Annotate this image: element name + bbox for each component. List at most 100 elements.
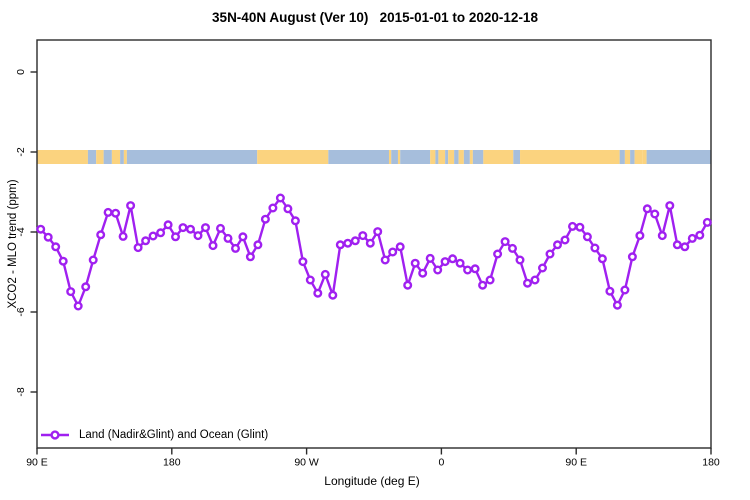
legend: Land (Nadir&Glint) and Ocean (Glint) <box>40 427 268 443</box>
legend-label: Land (Nadir&Glint) and Ocean (Glint) <box>79 429 269 441</box>
data-point <box>260 214 270 224</box>
data-point <box>380 255 390 265</box>
data-point <box>178 223 188 233</box>
band-segment-land <box>469 150 473 164</box>
data-point <box>695 230 705 240</box>
data-point <box>350 236 360 246</box>
band-segment-land <box>111 150 121 164</box>
band-segment-land <box>438 150 446 164</box>
data-point <box>305 275 315 285</box>
data-point <box>560 235 570 245</box>
data-point <box>343 238 353 248</box>
data-point <box>523 278 533 288</box>
band-segment-ocean <box>103 150 112 164</box>
band-segment-ocean <box>400 150 431 164</box>
band-segment-land <box>642 150 647 164</box>
band-segment-ocean <box>472 150 484 164</box>
data-point <box>440 257 450 267</box>
band-segment-ocean <box>435 150 439 164</box>
band-segment-ocean <box>646 150 711 164</box>
data-point <box>208 241 218 251</box>
data-point <box>51 242 61 252</box>
data-point <box>590 243 600 253</box>
data-point <box>597 254 607 264</box>
data-point <box>433 265 443 275</box>
x-tick-label: 90 W <box>294 457 319 469</box>
band-segment-land <box>520 150 620 164</box>
data-point <box>313 288 323 298</box>
data-point <box>657 231 667 241</box>
data-point <box>141 236 151 246</box>
data-point <box>163 220 173 230</box>
legend-marker-icon <box>41 430 69 440</box>
y-tick-label: -2 <box>15 147 27 156</box>
band-segment-ocean <box>619 150 625 164</box>
band-segment-ocean <box>391 150 398 164</box>
data-point <box>478 280 488 290</box>
data-point <box>88 255 98 265</box>
data-point <box>493 249 503 259</box>
data-point <box>672 240 682 250</box>
data-point <box>500 237 510 247</box>
data-point <box>642 204 652 214</box>
data-point <box>96 230 106 240</box>
data-point <box>268 203 278 213</box>
band-segment-ocean <box>87 150 97 164</box>
data-point <box>320 269 330 279</box>
data-point <box>275 193 285 203</box>
y-tick-label: 0 <box>15 69 27 75</box>
data-point <box>418 268 428 278</box>
band-segment-ocean <box>126 150 258 164</box>
data-point <box>687 233 697 243</box>
data-point <box>238 232 248 242</box>
data-point <box>553 240 563 250</box>
data-point <box>538 263 548 273</box>
data-point <box>605 286 615 296</box>
data-point <box>253 240 263 250</box>
data-point <box>545 249 555 259</box>
data-point <box>470 264 480 274</box>
x-tick-label: 0 <box>438 457 444 469</box>
x-tick-label: 90 E <box>26 457 48 469</box>
data-point <box>358 231 368 241</box>
data-point <box>170 232 180 242</box>
data-point <box>335 240 345 250</box>
data-point <box>290 216 300 226</box>
band-segment-land <box>257 150 329 164</box>
band-segment-land <box>624 150 631 164</box>
data-point <box>635 231 645 241</box>
data-point <box>73 301 83 311</box>
y-tick-label: -4 <box>15 227 27 236</box>
data-point <box>680 242 690 252</box>
data-point <box>66 287 76 297</box>
data-point <box>403 280 413 290</box>
data-point <box>185 224 195 234</box>
band-segment-land <box>458 150 464 164</box>
band-segment-land <box>96 150 104 164</box>
band-segment-land <box>634 150 643 164</box>
data-point <box>126 201 136 211</box>
band-segment-ocean <box>513 150 521 164</box>
data-point <box>627 252 637 262</box>
data-point <box>283 204 293 214</box>
band-segment-land <box>483 150 514 164</box>
data-point <box>515 255 525 265</box>
data-point <box>133 243 143 253</box>
data-point <box>200 223 210 233</box>
data-point <box>81 282 91 292</box>
data-point <box>103 207 113 217</box>
data-point <box>36 224 46 234</box>
x-tick-label: 90 E <box>565 457 587 469</box>
data-point <box>620 285 630 295</box>
data-point <box>410 258 420 268</box>
data-point <box>568 221 578 231</box>
data-point <box>665 201 675 211</box>
band-segment-ocean <box>463 150 470 164</box>
data-point <box>156 228 166 238</box>
data-point <box>395 242 405 252</box>
data-point <box>223 233 233 243</box>
data-point <box>365 238 375 248</box>
data-point <box>230 243 240 253</box>
data-point <box>245 252 255 262</box>
data-point <box>463 265 473 275</box>
